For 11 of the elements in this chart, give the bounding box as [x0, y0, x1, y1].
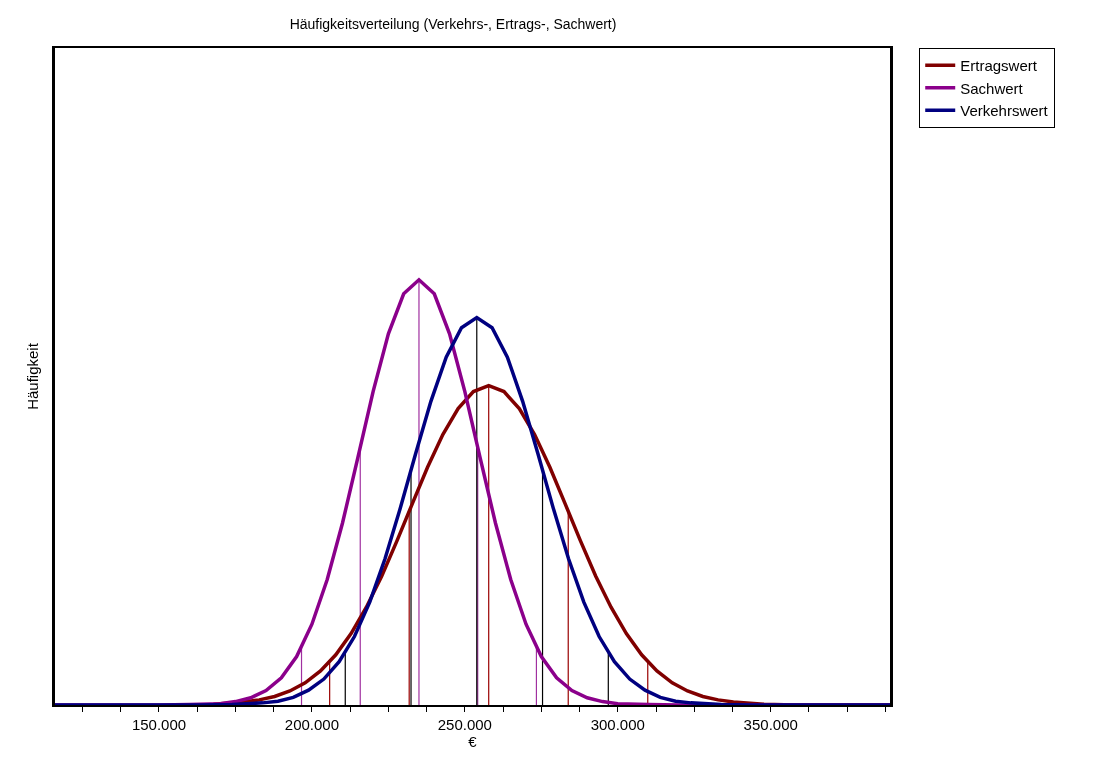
y-axis-title: Häufigkeit: [24, 342, 42, 410]
legend-label: Sachwert: [960, 79, 1024, 97]
x-axis-title: €: [468, 733, 478, 750]
x-tick-label: 150.000: [131, 716, 187, 733]
x-tick-label: 250.000: [437, 716, 492, 733]
x-tick-label: 200.000: [284, 716, 340, 733]
legend-label: Verkehrswert: [960, 102, 1049, 120]
chart-title: Häufigkeitsverteilung (Verkehrs-, Ertrags-, Sachwert): [289, 15, 617, 32]
x-tick-label: 300.000: [590, 716, 645, 733]
legend-label: Ertragswert: [960, 57, 1038, 75]
x-tick-label: 350.000: [743, 716, 798, 733]
